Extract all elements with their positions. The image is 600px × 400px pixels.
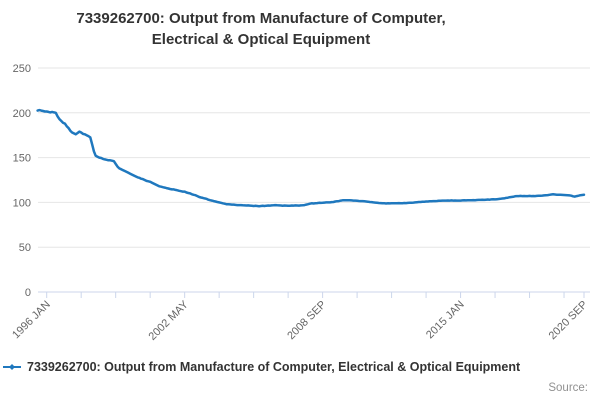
y-tick-label: 200 (13, 108, 31, 120)
y-tick-label: 150 (13, 153, 31, 165)
legend-diamond (9, 364, 15, 370)
y-tick-label: 100 (13, 197, 31, 209)
legend-line-marker-icon (3, 364, 21, 370)
legend-label: 7339262700: Output from Manufacture of C… (27, 360, 521, 374)
y-tick-label: 50 (19, 242, 31, 254)
x-tick-label: 2002 MAY (147, 298, 192, 343)
legend-item[interactable]: 7339262700: Output from Manufacture of C… (2, 360, 520, 374)
source-credit-link[interactable]: Source: (548, 382, 588, 394)
x-tick-label: 2008 SEP (285, 299, 329, 343)
x-tick-label: 1996 JAN (10, 299, 53, 342)
x-tick-label: 2015 JAN (424, 299, 467, 342)
chart-title: 7339262700: Output from Manufacture of C… (76, 10, 446, 48)
x-axis: 1996 JAN 2002 MAY 2008 SEP 2015 JAN 2020 SEP (10, 291, 591, 343)
y-tick-label: 250 (13, 63, 31, 75)
plot-area: 0 50 100 150 200 250 1996 JAN 2002 MAY 2008 SEP 2… (10, 63, 591, 343)
series-line (36, 108, 586, 208)
y-tick-label: 0 (25, 287, 31, 299)
x-tick-label: 2020 SEP (547, 299, 591, 343)
y-axis: 0 50 100 150 200 250 (13, 63, 590, 299)
